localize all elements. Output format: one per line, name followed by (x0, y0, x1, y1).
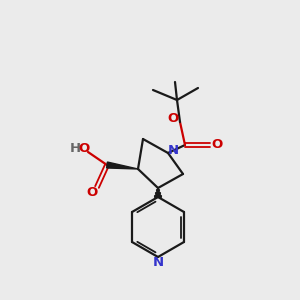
Text: H: H (69, 142, 81, 155)
Text: O: O (78, 142, 90, 155)
Text: N: N (167, 145, 178, 158)
Text: O: O (212, 137, 223, 151)
Text: O: O (86, 185, 98, 199)
Text: N: N (152, 256, 164, 269)
Polygon shape (106, 162, 138, 169)
Text: O: O (167, 112, 178, 124)
